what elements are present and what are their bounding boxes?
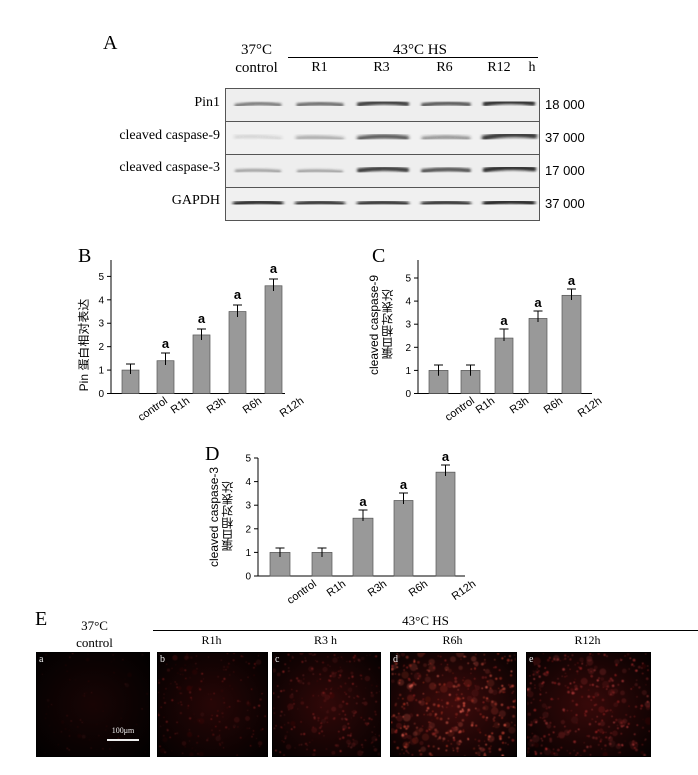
svg-text:5: 5 — [98, 272, 104, 283]
svg-text:1: 1 — [245, 548, 251, 559]
svg-text:4: 4 — [98, 295, 104, 306]
svg-text:a: a — [270, 261, 278, 276]
svg-text:a: a — [442, 449, 450, 464]
svg-text:0: 0 — [98, 389, 104, 400]
svg-text:3: 3 — [98, 319, 104, 330]
svg-text:0: 0 — [245, 572, 251, 583]
svg-text:5: 5 — [245, 454, 251, 465]
svg-text:3: 3 — [245, 501, 251, 512]
svg-text:4: 4 — [405, 297, 411, 308]
svg-text:a: a — [534, 295, 542, 310]
svg-text:a: a — [162, 336, 170, 351]
svg-text:2: 2 — [405, 343, 411, 354]
svg-text:a: a — [198, 311, 206, 326]
svg-text:4: 4 — [245, 477, 251, 488]
svg-text:a: a — [500, 313, 508, 328]
svg-text:1: 1 — [405, 366, 411, 377]
svg-text:a: a — [359, 494, 367, 509]
svg-text:1: 1 — [98, 366, 104, 377]
svg-text:0: 0 — [405, 389, 411, 400]
svg-text:a: a — [400, 477, 408, 492]
svg-text:a: a — [234, 287, 242, 302]
svg-text:3: 3 — [405, 320, 411, 331]
svg-text:2: 2 — [98, 342, 104, 353]
svg-text:a: a — [568, 273, 576, 288]
svg-text:5: 5 — [405, 274, 411, 285]
svg-text:2: 2 — [245, 524, 251, 535]
